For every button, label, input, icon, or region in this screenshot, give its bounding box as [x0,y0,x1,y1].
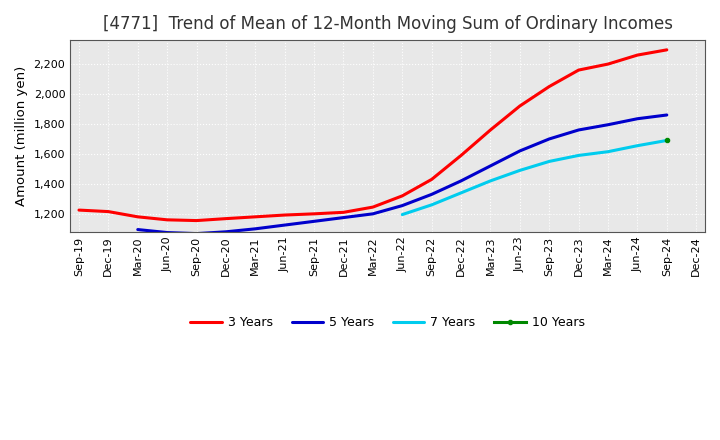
Title: [4771]  Trend of Mean of 12-Month Moving Sum of Ordinary Incomes: [4771] Trend of Mean of 12-Month Moving … [102,15,672,33]
Legend: 3 Years, 5 Years, 7 Years, 10 Years: 3 Years, 5 Years, 7 Years, 10 Years [185,311,590,334]
Y-axis label: Amount (million yen): Amount (million yen) [15,66,28,206]
